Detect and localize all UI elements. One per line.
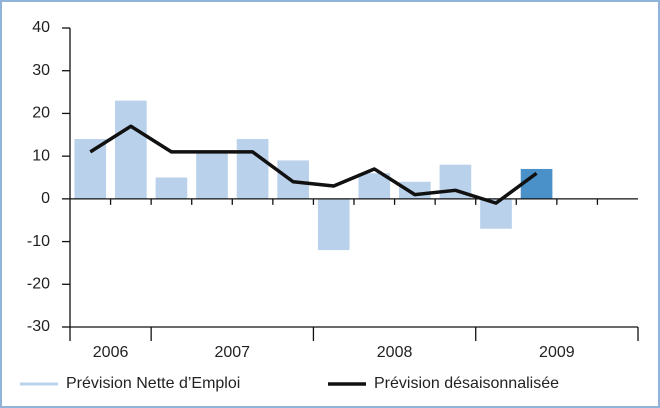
y-tick-label: 10 bbox=[32, 147, 50, 164]
x-year-label: 2006 bbox=[93, 344, 129, 361]
bar bbox=[115, 100, 147, 199]
bar bbox=[317, 198, 350, 251]
y-tick-label: 40 bbox=[32, 19, 50, 36]
bar bbox=[236, 139, 269, 199]
legend-label: Prévision désaisonnalisée bbox=[374, 375, 559, 392]
bar bbox=[74, 139, 107, 199]
y-tick-label: -10 bbox=[27, 233, 50, 250]
y-tick-label: 0 bbox=[41, 190, 50, 207]
y-tick-label: 30 bbox=[32, 62, 50, 79]
bar bbox=[196, 151, 228, 199]
y-tick-label: -20 bbox=[27, 276, 50, 293]
y-tick-label: -30 bbox=[27, 318, 50, 335]
legend-label: Prévision Nette d’Emploi bbox=[66, 375, 240, 392]
bar bbox=[155, 177, 188, 199]
x-year-label: 2008 bbox=[377, 344, 413, 361]
x-year-label: 2009 bbox=[539, 344, 575, 361]
line bbox=[89, 124, 538, 205]
y-tick-label: 20 bbox=[32, 105, 50, 122]
x-year-label: 2007 bbox=[214, 344, 250, 361]
